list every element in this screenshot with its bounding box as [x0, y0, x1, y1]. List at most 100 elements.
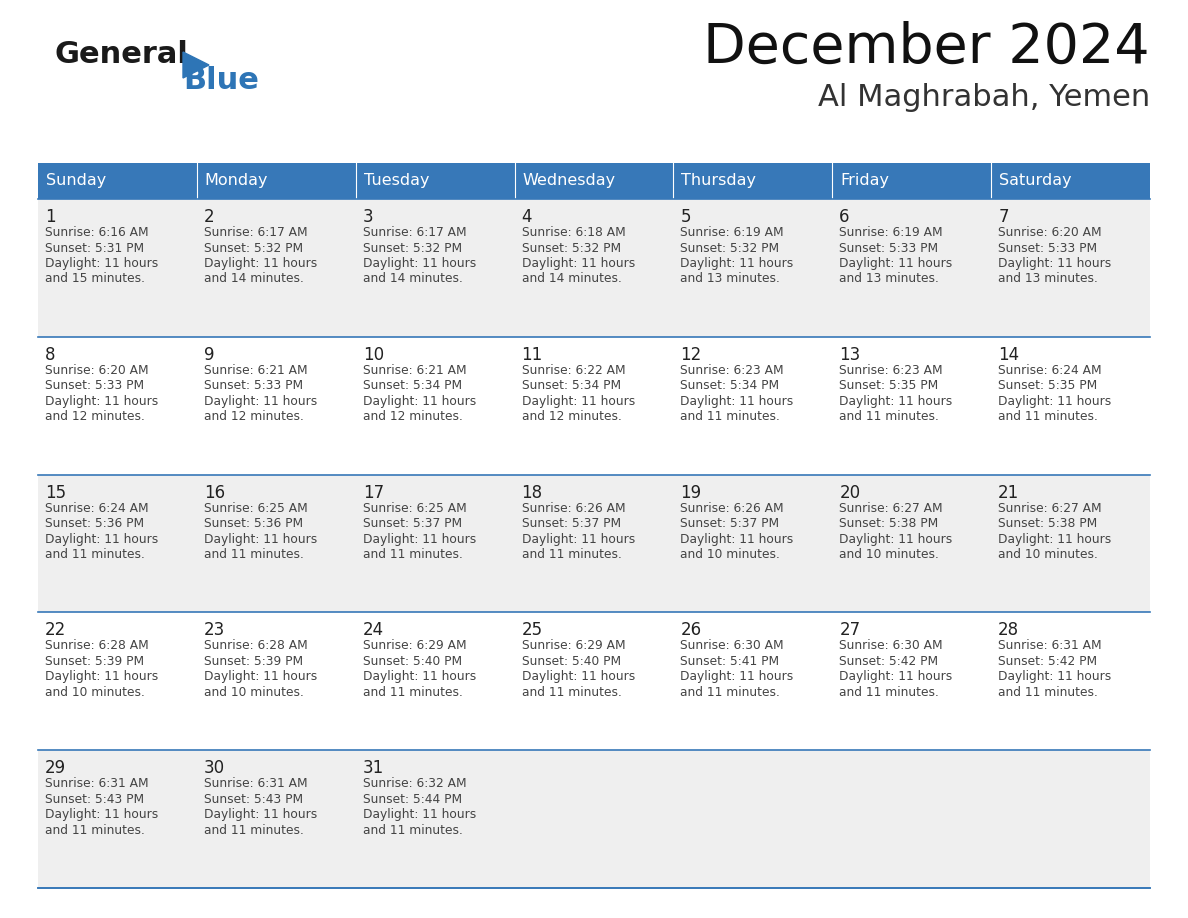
- Text: Daylight: 11 hours: Daylight: 11 hours: [998, 257, 1112, 270]
- Text: Sunset: 5:40 PM: Sunset: 5:40 PM: [362, 655, 462, 668]
- Bar: [197, 475, 355, 612]
- Text: Sunset: 5:36 PM: Sunset: 5:36 PM: [45, 517, 144, 530]
- Text: 18: 18: [522, 484, 543, 501]
- Bar: [514, 199, 674, 337]
- Bar: [355, 612, 514, 750]
- Text: and 14 minutes.: and 14 minutes.: [204, 273, 304, 285]
- Text: Sunset: 5:44 PM: Sunset: 5:44 PM: [362, 793, 462, 806]
- Text: and 11 minutes.: and 11 minutes.: [998, 410, 1098, 423]
- Text: Daylight: 11 hours: Daylight: 11 hours: [522, 532, 634, 545]
- Text: and 12 minutes.: and 12 minutes.: [522, 410, 621, 423]
- Text: and 11 minutes.: and 11 minutes.: [362, 686, 462, 699]
- Text: Sunset: 5:37 PM: Sunset: 5:37 PM: [362, 517, 462, 530]
- Text: Sunset: 5:32 PM: Sunset: 5:32 PM: [362, 241, 462, 254]
- Text: and 11 minutes.: and 11 minutes.: [839, 686, 940, 699]
- Text: and 11 minutes.: and 11 minutes.: [681, 410, 781, 423]
- Polygon shape: [183, 52, 209, 78]
- Bar: [197, 163, 355, 199]
- Text: Sunrise: 6:17 AM: Sunrise: 6:17 AM: [204, 226, 308, 239]
- Text: Daylight: 11 hours: Daylight: 11 hours: [362, 808, 476, 822]
- Text: Sunset: 5:34 PM: Sunset: 5:34 PM: [362, 379, 462, 392]
- Text: Sunrise: 6:25 AM: Sunrise: 6:25 AM: [362, 501, 467, 515]
- Text: Sunrise: 6:30 AM: Sunrise: 6:30 AM: [839, 640, 943, 653]
- Text: and 11 minutes.: and 11 minutes.: [204, 823, 304, 836]
- Bar: [355, 750, 514, 888]
- Bar: [197, 337, 355, 475]
- Bar: [514, 475, 674, 612]
- Text: and 12 minutes.: and 12 minutes.: [362, 410, 462, 423]
- Text: Sunrise: 6:31 AM: Sunrise: 6:31 AM: [204, 778, 308, 790]
- Bar: [355, 163, 514, 199]
- Text: Sunset: 5:35 PM: Sunset: 5:35 PM: [839, 379, 939, 392]
- Bar: [833, 163, 991, 199]
- Text: Daylight: 11 hours: Daylight: 11 hours: [45, 532, 158, 545]
- Text: Sunrise: 6:19 AM: Sunrise: 6:19 AM: [681, 226, 784, 239]
- Bar: [674, 163, 833, 199]
- Text: Saturday: Saturday: [999, 174, 1072, 188]
- Text: Sunrise: 6:16 AM: Sunrise: 6:16 AM: [45, 226, 148, 239]
- Bar: [197, 612, 355, 750]
- Text: Daylight: 11 hours: Daylight: 11 hours: [522, 670, 634, 683]
- Text: Daylight: 11 hours: Daylight: 11 hours: [204, 532, 317, 545]
- Text: Sunrise: 6:19 AM: Sunrise: 6:19 AM: [839, 226, 943, 239]
- Bar: [38, 337, 197, 475]
- Text: 30: 30: [204, 759, 225, 778]
- Bar: [674, 750, 833, 888]
- Text: Daylight: 11 hours: Daylight: 11 hours: [204, 257, 317, 270]
- Text: Daylight: 11 hours: Daylight: 11 hours: [681, 532, 794, 545]
- Text: Sunset: 5:35 PM: Sunset: 5:35 PM: [998, 379, 1098, 392]
- Text: Monday: Monday: [204, 174, 268, 188]
- Text: and 11 minutes.: and 11 minutes.: [839, 410, 940, 423]
- Text: Sunday: Sunday: [46, 174, 106, 188]
- Text: Sunrise: 6:31 AM: Sunrise: 6:31 AM: [998, 640, 1101, 653]
- Bar: [991, 199, 1150, 337]
- Text: Daylight: 11 hours: Daylight: 11 hours: [45, 808, 158, 822]
- Text: Daylight: 11 hours: Daylight: 11 hours: [522, 257, 634, 270]
- Text: 6: 6: [839, 208, 849, 226]
- Text: and 11 minutes.: and 11 minutes.: [998, 686, 1098, 699]
- Text: Daylight: 11 hours: Daylight: 11 hours: [45, 395, 158, 408]
- Text: Daylight: 11 hours: Daylight: 11 hours: [998, 395, 1112, 408]
- Text: 13: 13: [839, 346, 860, 364]
- Text: and 11 minutes.: and 11 minutes.: [45, 548, 145, 561]
- Text: Sunrise: 6:29 AM: Sunrise: 6:29 AM: [522, 640, 625, 653]
- Text: Daylight: 11 hours: Daylight: 11 hours: [839, 670, 953, 683]
- Text: Sunrise: 6:32 AM: Sunrise: 6:32 AM: [362, 778, 467, 790]
- Text: 9: 9: [204, 346, 214, 364]
- Text: Friday: Friday: [840, 174, 890, 188]
- Text: 27: 27: [839, 621, 860, 640]
- Bar: [991, 475, 1150, 612]
- Text: Sunrise: 6:27 AM: Sunrise: 6:27 AM: [839, 501, 943, 515]
- Text: and 10 minutes.: and 10 minutes.: [204, 686, 304, 699]
- Text: 11: 11: [522, 346, 543, 364]
- Text: Sunset: 5:33 PM: Sunset: 5:33 PM: [839, 241, 939, 254]
- Bar: [991, 163, 1150, 199]
- Bar: [833, 199, 991, 337]
- Text: and 14 minutes.: and 14 minutes.: [362, 273, 462, 285]
- Text: Daylight: 11 hours: Daylight: 11 hours: [839, 257, 953, 270]
- Text: Sunrise: 6:17 AM: Sunrise: 6:17 AM: [362, 226, 467, 239]
- Text: Sunrise: 6:20 AM: Sunrise: 6:20 AM: [45, 364, 148, 376]
- Text: Sunset: 5:33 PM: Sunset: 5:33 PM: [204, 379, 303, 392]
- Text: and 11 minutes.: and 11 minutes.: [681, 686, 781, 699]
- Bar: [674, 475, 833, 612]
- Text: 12: 12: [681, 346, 702, 364]
- Bar: [991, 337, 1150, 475]
- Text: and 13 minutes.: and 13 minutes.: [681, 273, 781, 285]
- Bar: [38, 475, 197, 612]
- Text: and 13 minutes.: and 13 minutes.: [839, 273, 940, 285]
- Bar: [38, 163, 197, 199]
- Text: and 12 minutes.: and 12 minutes.: [204, 410, 304, 423]
- Text: Sunrise: 6:23 AM: Sunrise: 6:23 AM: [681, 364, 784, 376]
- Text: Blue: Blue: [183, 66, 259, 95]
- Text: Sunset: 5:42 PM: Sunset: 5:42 PM: [839, 655, 939, 668]
- Text: Sunrise: 6:20 AM: Sunrise: 6:20 AM: [998, 226, 1101, 239]
- Text: and 11 minutes.: and 11 minutes.: [362, 548, 462, 561]
- Bar: [514, 163, 674, 199]
- Text: Daylight: 11 hours: Daylight: 11 hours: [681, 395, 794, 408]
- Bar: [514, 337, 674, 475]
- Text: Sunset: 5:43 PM: Sunset: 5:43 PM: [204, 793, 303, 806]
- Text: Daylight: 11 hours: Daylight: 11 hours: [362, 670, 476, 683]
- Text: Sunset: 5:34 PM: Sunset: 5:34 PM: [681, 379, 779, 392]
- Text: Sunset: 5:39 PM: Sunset: 5:39 PM: [204, 655, 303, 668]
